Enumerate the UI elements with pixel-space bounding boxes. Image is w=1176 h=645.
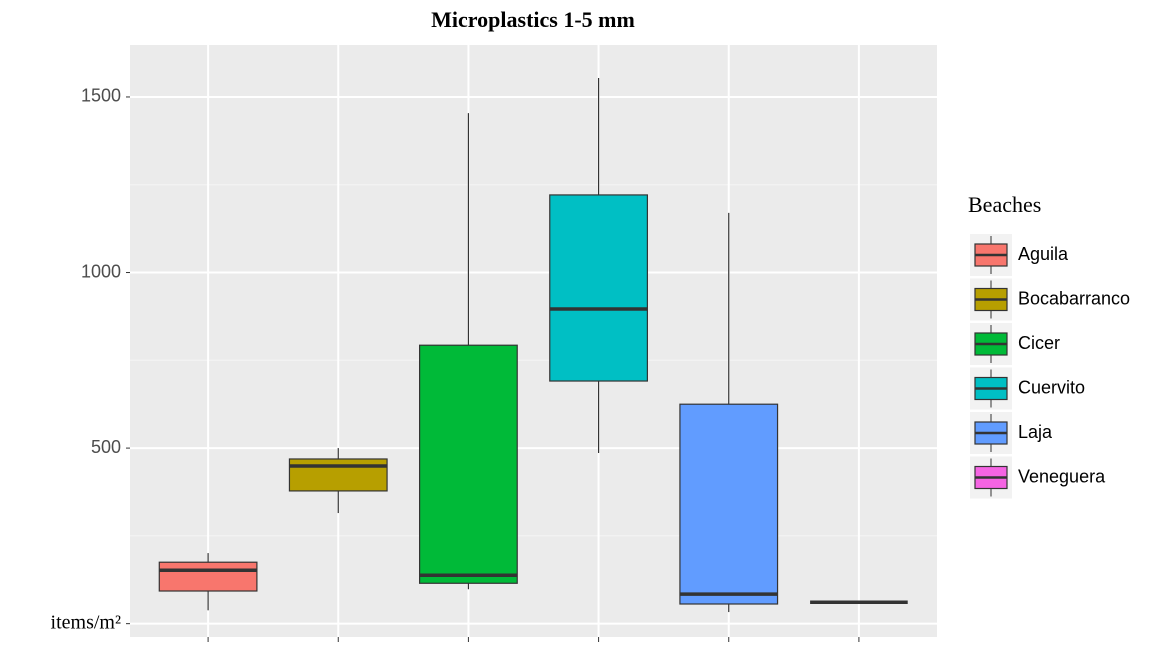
- legend-label: Bocabarranco: [1018, 288, 1130, 308]
- legend-label: Laja: [1018, 422, 1053, 442]
- legend-label: Aguila: [1018, 244, 1069, 264]
- y-tick-label: 1000: [81, 261, 121, 281]
- legend-label: Cicer: [1018, 333, 1060, 353]
- panel: [130, 45, 937, 637]
- legend-label: Cuervito: [1018, 377, 1085, 397]
- box: [679, 403, 779, 605]
- box: [158, 561, 258, 592]
- chart-title: Microplastics 1-5 mm: [431, 7, 635, 32]
- box: [549, 194, 648, 382]
- box: [419, 344, 518, 584]
- y-tick-label: items/m²: [51, 611, 121, 633]
- y-tick-label: 1500: [81, 86, 121, 106]
- legend-label: Veneguera: [1018, 466, 1106, 486]
- legend-title: Beaches: [968, 192, 1041, 217]
- y-tick-label: 500: [91, 437, 121, 457]
- box: [288, 458, 388, 492]
